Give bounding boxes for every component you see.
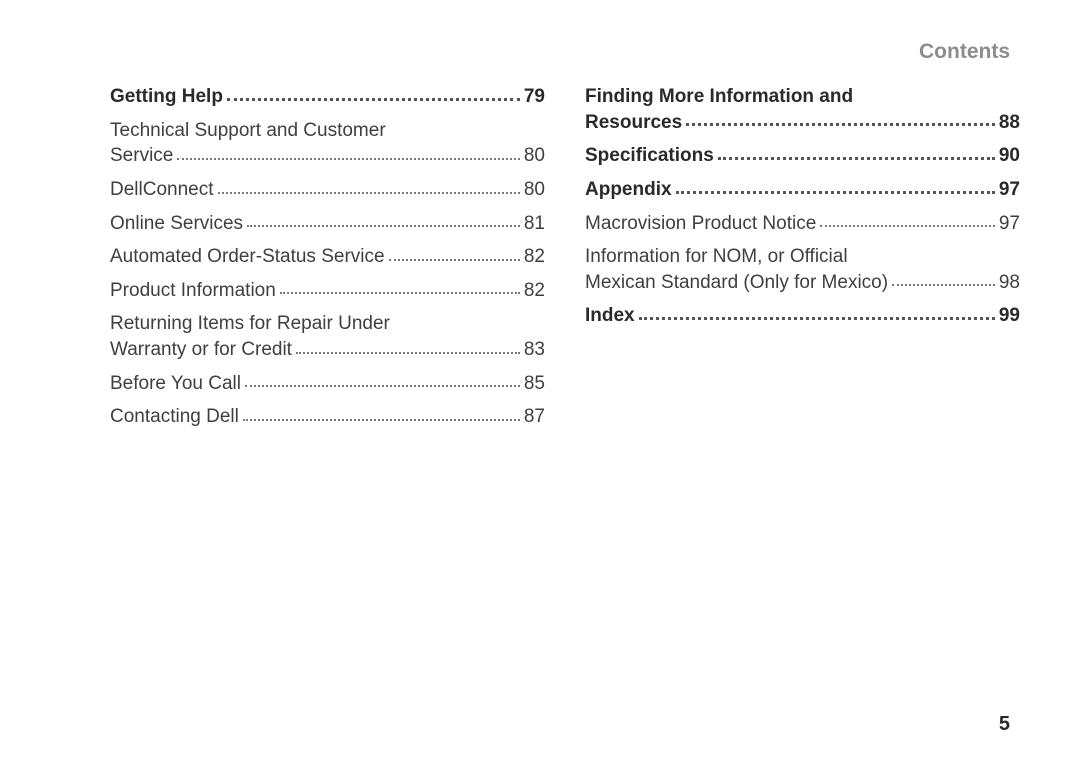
toc-item: Information for NOM, or OfficialMexican … bbox=[585, 244, 1020, 295]
toc-page-number: 80 bbox=[524, 177, 545, 203]
toc-page-number: 90 bbox=[999, 143, 1020, 169]
toc-columns: Getting Help 79 Technical Support and Cust… bbox=[110, 82, 1020, 438]
toc-page-number: 82 bbox=[524, 244, 545, 270]
toc-item: DellConnect 80 bbox=[110, 177, 545, 203]
toc-page-number: 97 bbox=[999, 211, 1020, 237]
toc-item: Online Services 81 bbox=[110, 211, 545, 237]
toc-label: Product Information bbox=[110, 278, 276, 304]
toc-label: Index bbox=[585, 303, 635, 329]
toc-page-number: 98 bbox=[999, 270, 1020, 296]
toc-last-line: Service 80 bbox=[110, 143, 545, 169]
dot-leader bbox=[820, 224, 995, 227]
toc-label-line: Technical Support and Customer bbox=[110, 118, 545, 144]
dot-leader bbox=[676, 190, 995, 194]
toc-page-number: 88 bbox=[999, 110, 1020, 136]
toc-page-number: 80 bbox=[524, 143, 545, 169]
toc-page-number: 82 bbox=[524, 278, 545, 304]
page-number: 5 bbox=[999, 713, 1010, 736]
dot-leader bbox=[245, 384, 520, 387]
toc-label: Resources bbox=[585, 110, 682, 136]
toc-last-line: Resources 88 bbox=[585, 110, 1020, 136]
toc-item: Technical Support and CustomerService 80 bbox=[110, 118, 545, 169]
toc-label: Service bbox=[110, 143, 173, 169]
toc-label: Macrovision Product Notice bbox=[585, 211, 816, 237]
dot-leader bbox=[686, 122, 995, 126]
page-header: Contents bbox=[110, 40, 1020, 64]
toc-item: Returning Items for Repair UnderWarranty… bbox=[110, 311, 545, 362]
toc-label: Online Services bbox=[110, 211, 243, 237]
toc-label: Automated Order-Status Service bbox=[110, 244, 385, 270]
toc-item: Product Information 82 bbox=[110, 278, 545, 304]
toc-label: Specifications bbox=[585, 143, 714, 169]
right-column: Finding More Information andResources 88 S… bbox=[585, 82, 1020, 438]
toc-label: Getting Help bbox=[110, 84, 223, 110]
toc-page-number: 79 bbox=[524, 84, 545, 110]
toc-section: Appendix 97 bbox=[585, 177, 1020, 203]
dot-leader bbox=[177, 157, 520, 160]
toc-item: Before You Call 85 bbox=[110, 371, 545, 397]
toc-label-line: Information for NOM, or Official bbox=[585, 244, 1020, 270]
toc-section: Finding More Information andResources 88 bbox=[585, 84, 1020, 135]
dot-leader bbox=[227, 97, 520, 101]
toc-label: DellConnect bbox=[110, 177, 214, 203]
toc-section: Index 99 bbox=[585, 303, 1020, 329]
dot-leader bbox=[892, 283, 995, 286]
toc-page-number: 99 bbox=[999, 303, 1020, 329]
toc-item: Contacting Dell 87 bbox=[110, 404, 545, 430]
dot-leader bbox=[247, 224, 520, 227]
toc-page-number: 81 bbox=[524, 211, 545, 237]
toc-label: Before You Call bbox=[110, 371, 241, 397]
toc-page-number: 97 bbox=[999, 177, 1020, 203]
toc-label: Warranty or for Credit bbox=[110, 337, 292, 363]
toc-section: Specifications 90 bbox=[585, 143, 1020, 169]
toc-label: Mexican Standard (Only for Mexico) bbox=[585, 270, 888, 296]
dot-leader bbox=[243, 418, 520, 421]
dot-leader bbox=[718, 156, 995, 160]
left-column: Getting Help 79 Technical Support and Cust… bbox=[110, 82, 545, 438]
dot-leader bbox=[280, 291, 520, 294]
dot-leader bbox=[639, 316, 995, 320]
toc-last-line: Warranty or for Credit 83 bbox=[110, 337, 545, 363]
toc-page-number: 83 bbox=[524, 337, 545, 363]
toc-last-line: Mexican Standard (Only for Mexico) 98 bbox=[585, 270, 1020, 296]
toc-label: Contacting Dell bbox=[110, 404, 239, 430]
toc-item: Automated Order-Status Service 82 bbox=[110, 244, 545, 270]
toc-label: Appendix bbox=[585, 177, 672, 203]
toc-label-line: Returning Items for Repair Under bbox=[110, 311, 545, 337]
toc-item: Macrovision Product Notice 97 bbox=[585, 211, 1020, 237]
toc-section: Getting Help 79 bbox=[110, 84, 545, 110]
dot-leader bbox=[218, 191, 520, 194]
toc-label-line: Finding More Information and bbox=[585, 84, 1020, 110]
toc-page-number: 85 bbox=[524, 371, 545, 397]
dot-leader bbox=[389, 258, 520, 261]
toc-page-number: 87 bbox=[524, 404, 545, 430]
contents-page: Contents Getting Help 79 Technical Support… bbox=[0, 0, 1080, 766]
dot-leader bbox=[296, 351, 520, 354]
